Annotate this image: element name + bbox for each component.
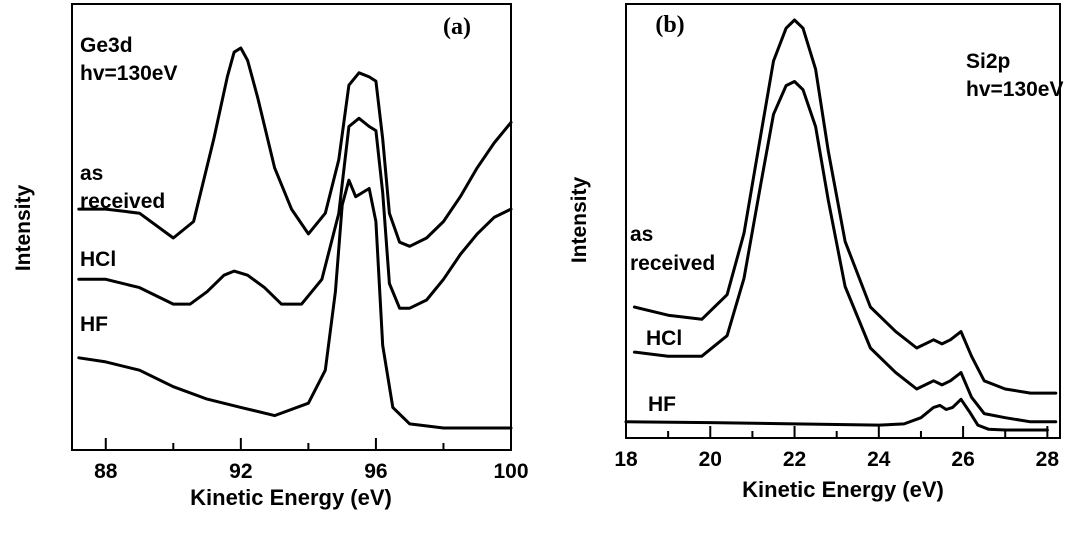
x-tick-label-96-a: 96: [364, 460, 387, 483]
series-line-hf-a: [77, 178, 513, 430]
series-group-b: [624, 18, 1058, 432]
series-label-as-received-a-line1: as: [80, 162, 103, 185]
series-line-as-received-b: [632, 18, 1058, 395]
series-label-as-received-b-line2: received: [630, 252, 715, 275]
series-label-hcl-a: HCl: [80, 248, 116, 271]
x-tick-labels-b: 18 20 22 24 26 28: [614, 448, 1059, 471]
x-tick-label-26-b: 26: [951, 448, 974, 471]
x-tick-label-88-a: 88: [94, 460, 118, 483]
series-group-a: [77, 46, 513, 430]
panel-tag-a: (a): [443, 14, 471, 40]
annotation-photon-energy-a: hv=130eV: [80, 62, 178, 85]
y-axis-label-a: Intensity: [12, 185, 35, 272]
panel-b: 18 20 22 24 26 28 Kinetic Energy (eV) Intensi…: [568, 3, 1064, 502]
series-line-as-received-a: [77, 46, 513, 248]
x-ticks-a: [104, 438, 512, 450]
series-label-hf-a: HF: [80, 313, 108, 336]
x-tick-label-22-b: 22: [783, 448, 806, 471]
x-tick-label-20-b: 20: [699, 448, 722, 471]
series-label-hcl-b: HCl: [646, 327, 682, 350]
x-tick-labels-a: 88 92 96 100: [94, 460, 528, 483]
x-axis-label-b: Kinetic Energy (eV): [742, 477, 944, 502]
series-label-hf-b: HF: [648, 393, 676, 416]
annotation-element-b: Si2p: [966, 50, 1010, 73]
x-tick-label-92-a: 92: [229, 460, 252, 483]
plot-frame-b: [625, 3, 1061, 439]
x-tick-label-100-a: 100: [493, 460, 528, 483]
panel-tag-b: (b): [655, 12, 684, 38]
panel-a: 88 92 96 100 Kinetic Energy (eV) Intensity …: [12, 3, 529, 510]
plot-frame-a: [71, 3, 512, 451]
annotation-element-a: Ge3d: [80, 34, 133, 57]
series-label-as-received-b-line1: as: [630, 223, 653, 246]
x-ticks-b: [625, 426, 1049, 438]
x-axis-label-a: Kinetic Energy (eV): [190, 485, 392, 510]
annotation-photon-energy-b: hv=130eV: [966, 78, 1064, 101]
series-line-hcl-b: [632, 80, 1058, 424]
x-tick-label-28-b: 28: [1036, 448, 1060, 471]
y-axis-label-b: Intensity: [568, 177, 591, 264]
series-line-hf-b: [624, 397, 1049, 432]
series-label-as-received-a-line2: received: [80, 190, 165, 213]
series-line-hcl-a: [77, 116, 513, 310]
x-tick-label-24-b: 24: [867, 448, 891, 471]
x-tick-label-18-b: 18: [614, 448, 638, 471]
